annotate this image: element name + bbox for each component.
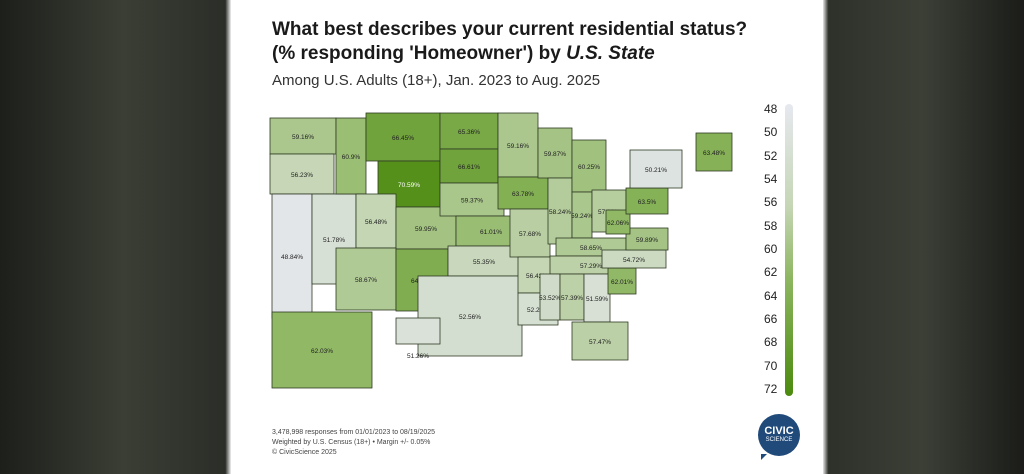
state-label-sd: 66.61% <box>458 164 480 171</box>
legend-tick-label: 68 <box>764 335 778 350</box>
footer-weighting: Weighted by U.S. Census (18+) • Margin +… <box>272 439 431 446</box>
state-mt <box>365 112 441 162</box>
state-label-hi: 51.26% <box>407 353 429 360</box>
footer-responses: 3,478,998 responses from 01/01/2023 to 0… <box>272 429 436 436</box>
state-label-ut: 56.48% <box>365 219 387 226</box>
state-label-la: 52.26% <box>527 307 549 314</box>
state-label-me: 63.48% <box>703 150 725 157</box>
legend-tick-label: 56 <box>764 195 778 210</box>
state-label-ar: 56.42% <box>526 273 548 280</box>
legend-tick-label: 64 <box>764 288 778 303</box>
state-label-az: 58.67% <box>355 277 377 284</box>
state-label-ca: 48.84% <box>281 254 303 261</box>
state-hi <box>395 317 441 345</box>
state-label-ks: 61.01% <box>480 229 502 236</box>
state-mo <box>509 208 551 258</box>
legend-tick-label: 52 <box>764 148 778 163</box>
title-line-2: (% responding 'Homeowner') by U.S. State <box>272 42 812 66</box>
state-label-ak: 62.03% <box>311 348 333 355</box>
legend-tick-label: 54 <box>764 172 778 186</box>
state-label-nc: 54.72% <box>623 257 645 264</box>
state-label-wa: 59.16% <box>292 134 314 141</box>
state-va <box>625 227 669 251</box>
state-label-wv: 62.06% <box>607 220 629 227</box>
state-ut <box>355 193 397 249</box>
title-line-2-prefix: (% responding 'Homeowner') by <box>272 43 567 64</box>
title-line-2-emph: U.S. State <box>566 43 655 64</box>
state-label-in: 59.24% <box>571 213 593 220</box>
footer-copyright: © CivicScience 2025 <box>272 449 337 456</box>
state-label-ms: 53.52% <box>539 295 561 302</box>
state-ok <box>447 245 521 277</box>
legend-tick-label: 62 <box>764 265 778 280</box>
state-or <box>269 153 335 195</box>
state-az <box>335 247 397 311</box>
legend-tick-label: 48 <box>764 102 778 116</box>
state-label-wy: 70.59% <box>398 182 420 189</box>
logo-text-2: SCIENCE <box>765 437 793 443</box>
state-label-sc: 62.01% <box>611 279 633 286</box>
state-nd <box>439 112 499 150</box>
state-label-nd: 65.36% <box>458 129 480 136</box>
state-label-co: 59.95% <box>415 226 437 233</box>
state-label-ok: 55.35% <box>473 259 495 266</box>
state-wv <box>605 209 631 235</box>
legend-tick-label: 50 <box>764 125 778 140</box>
state-pa <box>625 187 669 215</box>
state-mi <box>571 139 607 193</box>
state-ne <box>439 182 505 217</box>
state-mn <box>497 112 539 178</box>
state-ny <box>629 149 683 189</box>
state-label-ne: 59.37% <box>461 198 483 205</box>
state-label-mt: 66.45% <box>392 135 414 142</box>
state-label-mi: 60.25% <box>578 164 600 171</box>
legend-tick-label: 72 <box>764 382 778 396</box>
civicscience-logo: CIVIC SCIENCE <box>758 414 800 460</box>
state-ga <box>583 273 611 323</box>
state-label-il: 58.24% <box>549 209 571 216</box>
state-il <box>547 177 573 245</box>
state-sd <box>439 148 499 184</box>
state-label-id: 60.9% <box>342 154 361 161</box>
state-label-va: 59.89% <box>636 237 658 244</box>
state-label-ga: 51.59% <box>586 296 608 303</box>
state-label-wi: 59.87% <box>544 151 566 158</box>
state-ia <box>497 176 549 210</box>
state-al <box>559 273 585 321</box>
state-me <box>695 132 733 172</box>
state-label-ny: 50.21% <box>645 167 667 174</box>
state-label-pa: 63.5% <box>638 199 657 206</box>
legend-tick-label: 60 <box>764 242 778 256</box>
state-label-tn: 57.29% <box>580 263 602 270</box>
state-label-or: 56.23% <box>291 172 313 179</box>
state-ak <box>271 311 373 389</box>
state-label-ia: 63.78% <box>512 191 534 198</box>
state-label-nv: 51.78% <box>323 237 345 244</box>
legend-color-bar <box>785 104 793 396</box>
state-label-tx: 52.56% <box>459 314 481 321</box>
state-label-mn: 59.16% <box>507 143 529 150</box>
logo-text-1: CIVIC <box>764 425 794 437</box>
footer-notes: 3,478,998 responses from 01/01/2023 to 0… <box>272 428 435 458</box>
legend-tick-label: 70 <box>764 358 778 373</box>
state-label-ky: 58.65% <box>580 245 602 252</box>
legend-tick-label: 66 <box>764 312 778 326</box>
state-label-fl: 57.47% <box>589 339 611 346</box>
title-line-1: What best describes your current residen… <box>272 19 748 40</box>
state-label-mo: 57.68% <box>519 231 541 238</box>
chart-title: What best describes your current residen… <box>272 18 812 66</box>
state-fl <box>571 321 629 361</box>
state-label-al: 57.39% <box>561 295 583 302</box>
state-tx <box>417 275 523 357</box>
legend-tick-label: 58 <box>764 218 778 233</box>
chart-subtitle: Among U.S. Adults (18+), Jan. 2023 to Au… <box>272 72 601 89</box>
